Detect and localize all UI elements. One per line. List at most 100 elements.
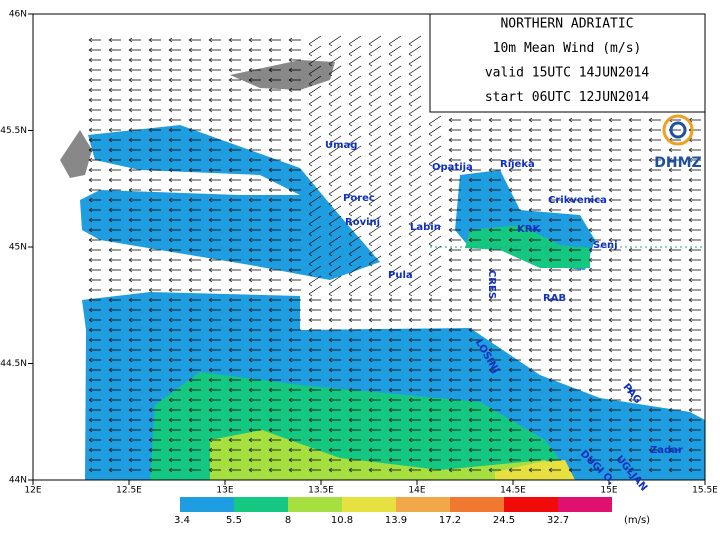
logo-mark <box>662 114 694 146</box>
wind-arrow <box>248 57 261 63</box>
wind-arrow <box>648 317 661 323</box>
wind-arrow <box>628 467 641 473</box>
wind-arrow <box>168 157 181 163</box>
wind-arrow <box>308 195 322 207</box>
wind-arrow <box>328 155 342 167</box>
wind-arrow <box>428 307 441 313</box>
wind-arrow <box>368 255 382 267</box>
wind-arrow <box>148 147 161 153</box>
wind-arrow <box>88 347 101 353</box>
wind-arrow <box>228 237 241 243</box>
wind-arrow <box>308 55 322 67</box>
wind-arrow <box>248 337 261 343</box>
wind-arrow <box>428 125 442 137</box>
wind-arrow <box>108 467 121 473</box>
wind-arrow <box>588 317 601 323</box>
wind-arrow <box>608 217 621 223</box>
wind-arrow <box>488 277 501 283</box>
wind-arrow <box>408 125 422 137</box>
wind-arrow <box>328 195 342 207</box>
wind-arrow <box>408 275 422 287</box>
wind-arrow <box>628 207 641 213</box>
wind-arrow <box>328 337 341 343</box>
wind-arrow <box>208 407 221 413</box>
wind-arrow <box>428 437 441 443</box>
wind-arrow <box>328 407 341 413</box>
wind-arrow <box>188 377 201 383</box>
wind-arrow <box>188 277 201 283</box>
wind-arrow <box>608 177 621 183</box>
wind-arrow <box>568 457 581 463</box>
wind-arrow <box>628 347 641 353</box>
wind-arrow <box>268 387 281 393</box>
wind-arrow <box>248 97 261 103</box>
wind-arrow <box>648 177 661 183</box>
wind-arrow <box>468 447 481 453</box>
lon-tick-label: 12.5E <box>116 486 142 496</box>
wind-arrow <box>388 275 402 287</box>
land-edge <box>60 130 92 178</box>
wind-arrow <box>548 297 561 303</box>
wind-arrow <box>688 337 701 343</box>
wind-arrow <box>508 297 521 303</box>
wind-arrow <box>668 287 681 293</box>
wind-arrow <box>368 427 381 433</box>
wind-arrow <box>468 377 481 383</box>
wind-arrow <box>548 447 561 453</box>
wind-arrow <box>408 357 421 363</box>
wind-arrow <box>208 197 221 203</box>
wind-arrow <box>448 297 461 303</box>
wind-arrow <box>568 297 581 303</box>
wind-arrow <box>88 427 101 433</box>
wind-arrow <box>388 215 402 227</box>
wind-arrow <box>148 127 161 133</box>
wind-arrow <box>388 45 402 57</box>
wind-arrow <box>508 137 521 143</box>
wind-arrow <box>508 307 521 313</box>
wind-arrow <box>288 327 301 333</box>
wind-arrow <box>188 47 201 53</box>
wind-arrow <box>648 437 661 443</box>
wind-arrow <box>508 147 521 153</box>
wind-arrow <box>688 267 701 273</box>
wind-arrow <box>208 57 221 63</box>
wind-arrow <box>648 197 661 203</box>
wind-arrow <box>208 167 221 173</box>
wind-arrow <box>368 327 381 333</box>
wind-arrow <box>628 327 641 333</box>
wind-arrow <box>608 117 621 123</box>
wind-arrow <box>268 267 281 273</box>
wind-arrow <box>568 277 581 283</box>
wind-arrow <box>268 277 281 283</box>
wind-arrow <box>308 427 321 433</box>
wind-arrow <box>468 307 481 313</box>
wind-arrow <box>248 277 261 283</box>
wind-arrow <box>508 177 521 183</box>
wind-arrow <box>248 447 261 453</box>
wind-arrow <box>488 237 501 243</box>
wind-arrow <box>528 237 541 243</box>
wind-arrow <box>188 87 201 93</box>
wind-arrow <box>148 47 161 53</box>
wind-arrow <box>208 417 221 423</box>
wind-arrow <box>168 187 181 193</box>
wind-arrow <box>128 427 141 433</box>
wind-arrow <box>228 207 241 213</box>
wind-arrow <box>128 107 141 113</box>
wind-arrow <box>368 185 382 197</box>
wind-arrow <box>468 237 481 243</box>
wind-arrow <box>208 297 221 303</box>
wind-arrow <box>468 407 481 413</box>
wind-arrow <box>488 157 501 163</box>
wind-arrow <box>488 227 501 233</box>
wind-arrow <box>328 357 341 363</box>
wind-arrow <box>628 317 641 323</box>
wind-arrow <box>488 367 501 373</box>
wind-arrow <box>528 317 541 323</box>
wind-arrow <box>308 225 322 237</box>
wind-arrow <box>248 357 261 363</box>
wind-arrow <box>108 317 121 323</box>
wind-arrow <box>508 277 521 283</box>
logo-text: DHMZ <box>654 155 701 171</box>
wind-arrow <box>668 437 681 443</box>
